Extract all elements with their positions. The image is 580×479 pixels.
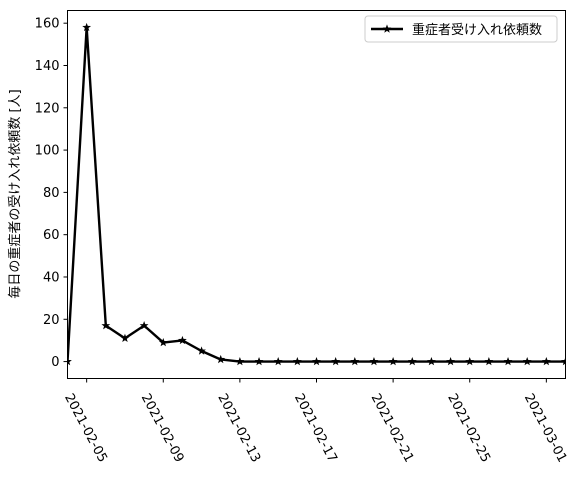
y-tick-label: 40 (43, 270, 60, 285)
series-line (67, 26, 566, 363)
data-point-star-marker (350, 356, 360, 366)
data-point-star-marker (446, 356, 455, 366)
y-tick-label: 120 (35, 101, 60, 116)
y-tick-label: 60 (43, 228, 60, 243)
data-point-star-marker (67, 356, 72, 366)
y-tick-label: 100 (35, 144, 60, 159)
y-tick-label: 0 (51, 355, 59, 370)
y-tick-label: 140 (35, 59, 60, 74)
data-point-star-marker (273, 356, 283, 366)
data-point-star-marker (178, 335, 187, 345)
data-point-star-marker (82, 22, 92, 32)
data-point-star-marker (101, 321, 111, 330)
data-point-star-marker (235, 356, 245, 366)
data-point-star-marker (388, 356, 398, 366)
data-point-star-marker (484, 356, 494, 366)
data-point-star-marker (197, 346, 206, 355)
data-point-star-marker (561, 356, 566, 366)
data-point-star-marker (254, 356, 264, 366)
x-tick-label: 2021-02-17 (291, 391, 340, 465)
y-axis-label: 毎日の重症者の受け入れ依頼数 [人] (7, 89, 23, 298)
data-point-star-marker (331, 356, 341, 366)
data-point-star-marker (541, 356, 551, 366)
data-point-star-marker (120, 333, 130, 343)
data-point-star-marker (503, 356, 513, 366)
x-tick-label: 2021-02-13 (214, 391, 263, 465)
legend-box (364, 15, 558, 43)
x-tick-label: 2021-03-01 (521, 391, 570, 465)
data-point-star-marker (312, 356, 321, 366)
data-point-star-marker (522, 356, 532, 366)
legend: 重症者受け入れ依頼数 (364, 15, 558, 43)
plot-frame (67, 10, 566, 379)
data-point-star-marker (216, 354, 226, 364)
y-tick-label: 80 (43, 186, 60, 201)
data-point-star-marker (158, 337, 168, 347)
data-point-star-marker (407, 356, 417, 366)
x-tick-label: 2021-02-05 (61, 391, 110, 465)
data-point-star-marker (465, 356, 475, 366)
x-tick-label: 2021-02-25 (444, 391, 493, 465)
y-tick-label: 160 (35, 17, 60, 32)
x-tick-label: 2021-02-09 (138, 391, 187, 465)
data-point-star-marker (369, 356, 379, 366)
x-tick-label: 2021-02-21 (368, 391, 417, 465)
data-point-star-marker (139, 321, 149, 330)
legend-label: 重症者受け入れ依頼数 (412, 22, 542, 38)
data-point-star-marker (427, 356, 436, 366)
data-point-star-marker (292, 356, 302, 366)
y-tick-label: 20 (43, 313, 60, 328)
legend-star-marker (382, 24, 392, 33)
series-group (67, 22, 566, 366)
